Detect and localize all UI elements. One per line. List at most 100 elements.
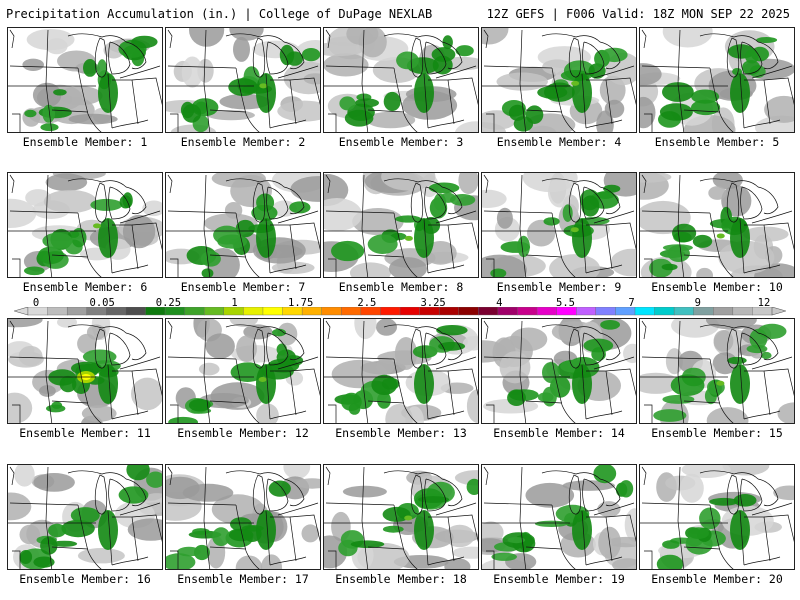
ensemble-map-panel: [7, 464, 163, 570]
ensemble-map-panel: [481, 464, 637, 570]
colorbar-segment: [282, 307, 303, 316]
ensemble-member-label: Ensemble Member: 7: [180, 280, 306, 294]
precip-map: [324, 28, 478, 132]
ensemble-map-panel: [165, 172, 321, 278]
colorbar-scale: [14, 307, 786, 316]
colorbar-segment: [106, 307, 127, 316]
colorbar-segment: [458, 307, 479, 316]
precip-map: [8, 29, 162, 132]
precip-map: [8, 465, 162, 569]
colorbar-segment: [27, 307, 49, 316]
colorbar-segment: [204, 307, 225, 316]
ensemble-member-label: Ensemble Member: 14: [493, 426, 625, 440]
ensemble-member-label: Ensemble Member: 20: [651, 572, 783, 586]
colorbar-segment: [145, 307, 166, 316]
colorbar-segment: [478, 307, 499, 316]
colorbar-tick-label: 0.05: [89, 297, 115, 309]
header-title: Precipitation Accumulation (in.) | Colle…: [6, 7, 433, 21]
precip-map: [482, 173, 636, 277]
colorbar-tick-label: 2.5: [357, 297, 377, 309]
colorbar-segment: [713, 307, 734, 316]
precip-map: [166, 173, 320, 277]
colorbar-segment: [399, 307, 421, 316]
colorbar-segment: [673, 307, 695, 316]
colorbar-segment: [125, 307, 146, 316]
ensemble-member-label: Ensemble Member: 4: [496, 135, 622, 149]
colorbar-segment: [341, 307, 362, 316]
precip-map: [324, 173, 478, 277]
header-run-info: 12Z GEFS | F006 Valid: 18Z MON SEP 22 20…: [486, 7, 790, 21]
ensemble-map-panel: [165, 464, 321, 570]
colorbar-segment: [380, 307, 401, 316]
colorbar-segment: [164, 307, 186, 316]
colorbar-segment: [693, 307, 714, 316]
colorbar-segment: [536, 307, 558, 316]
colorbar-segment: [184, 307, 205, 316]
ensemble-member-label: Ensemble Member: 13: [335, 426, 467, 440]
colorbar-segment: [556, 307, 577, 316]
colorbar-segment: [615, 307, 636, 316]
colorbar-tick-label: 1.75: [288, 297, 314, 309]
ensemble-member-label: Ensemble Member: 18: [335, 572, 467, 586]
ensemble-map-panel: [323, 464, 479, 570]
ensemble-map-panel: [481, 172, 637, 278]
ensemble-map-panel: [323, 27, 479, 133]
precip-map: [640, 319, 794, 423]
ensemble-member-label: Ensemble Member: 17: [177, 572, 309, 586]
precip-map: [324, 466, 478, 569]
colorbar-segment: [654, 307, 675, 316]
ensemble-map-panel: [481, 318, 637, 424]
precip-map: [640, 173, 794, 277]
ensemble-map-panel: [639, 172, 795, 278]
colorbar-segment: [301, 307, 323, 316]
ensemble-map-panel: [639, 27, 795, 133]
colorbar-segment: [732, 307, 753, 316]
ensemble-map-panel: [7, 318, 163, 424]
colorbar-arrow-right: [771, 307, 786, 316]
ensemble-member-label: Ensemble Member: 10: [651, 280, 783, 294]
ensemble-map-panel: [639, 318, 795, 424]
ensemble-member-label: Ensemble Member: 19: [493, 572, 625, 586]
colorbar-tick-label: 4: [496, 297, 503, 309]
precip-map: [640, 28, 794, 132]
ensemble-member-label: Ensemble Member: 11: [19, 426, 151, 440]
colorbar-segment: [752, 307, 773, 316]
ensemble-map-panel: [7, 27, 163, 133]
colorbar-segment: [47, 307, 68, 316]
ensemble-map-panel: [323, 318, 479, 424]
colorbar-segment: [517, 307, 538, 316]
colorbar-segment: [360, 307, 381, 316]
precip-map: [324, 319, 478, 423]
colorbar-arrow-left: [14, 307, 29, 316]
precip-map: [640, 465, 794, 569]
precip-map: [166, 319, 320, 423]
colorbar-segment: [321, 307, 342, 316]
ensemble-map-panel: [7, 172, 163, 278]
colorbar-segment: [223, 307, 244, 316]
ensemble-map-panel: [639, 464, 795, 570]
ensemble-member-label: Ensemble Member: 9: [496, 280, 622, 294]
precip-map: [8, 173, 162, 277]
colorbar-segment: [595, 307, 616, 316]
precip-map: [482, 319, 636, 423]
precip-map: [166, 465, 320, 569]
colorbar-segment: [243, 307, 264, 316]
colorbar-segment: [576, 307, 597, 316]
ensemble-member-label: Ensemble Member: 12: [177, 426, 309, 440]
colorbar-segment: [497, 307, 518, 316]
colorbar-tick-label: 0.25: [155, 297, 182, 309]
ensemble-map-panel: [165, 27, 321, 133]
ensemble-member-label: Ensemble Member: 15: [651, 426, 783, 440]
precip-map: [482, 28, 636, 132]
colorbar-segment: [262, 307, 284, 316]
ensemble-member-label: Ensemble Member: 5: [654, 135, 780, 149]
ensemble-member-label: Ensemble Member: 8: [338, 280, 464, 294]
colorbar-segment: [419, 307, 440, 316]
colorbar-segment: [438, 307, 460, 316]
colorbar-segment: [86, 307, 107, 316]
precip-map: [8, 319, 162, 423]
colorbar-tick-label: 0: [32, 297, 40, 309]
ensemble-member-label: Ensemble Member: 6: [22, 280, 148, 294]
colorbar-tick-label: 5.5: [556, 297, 575, 309]
precip-map: [166, 28, 320, 132]
